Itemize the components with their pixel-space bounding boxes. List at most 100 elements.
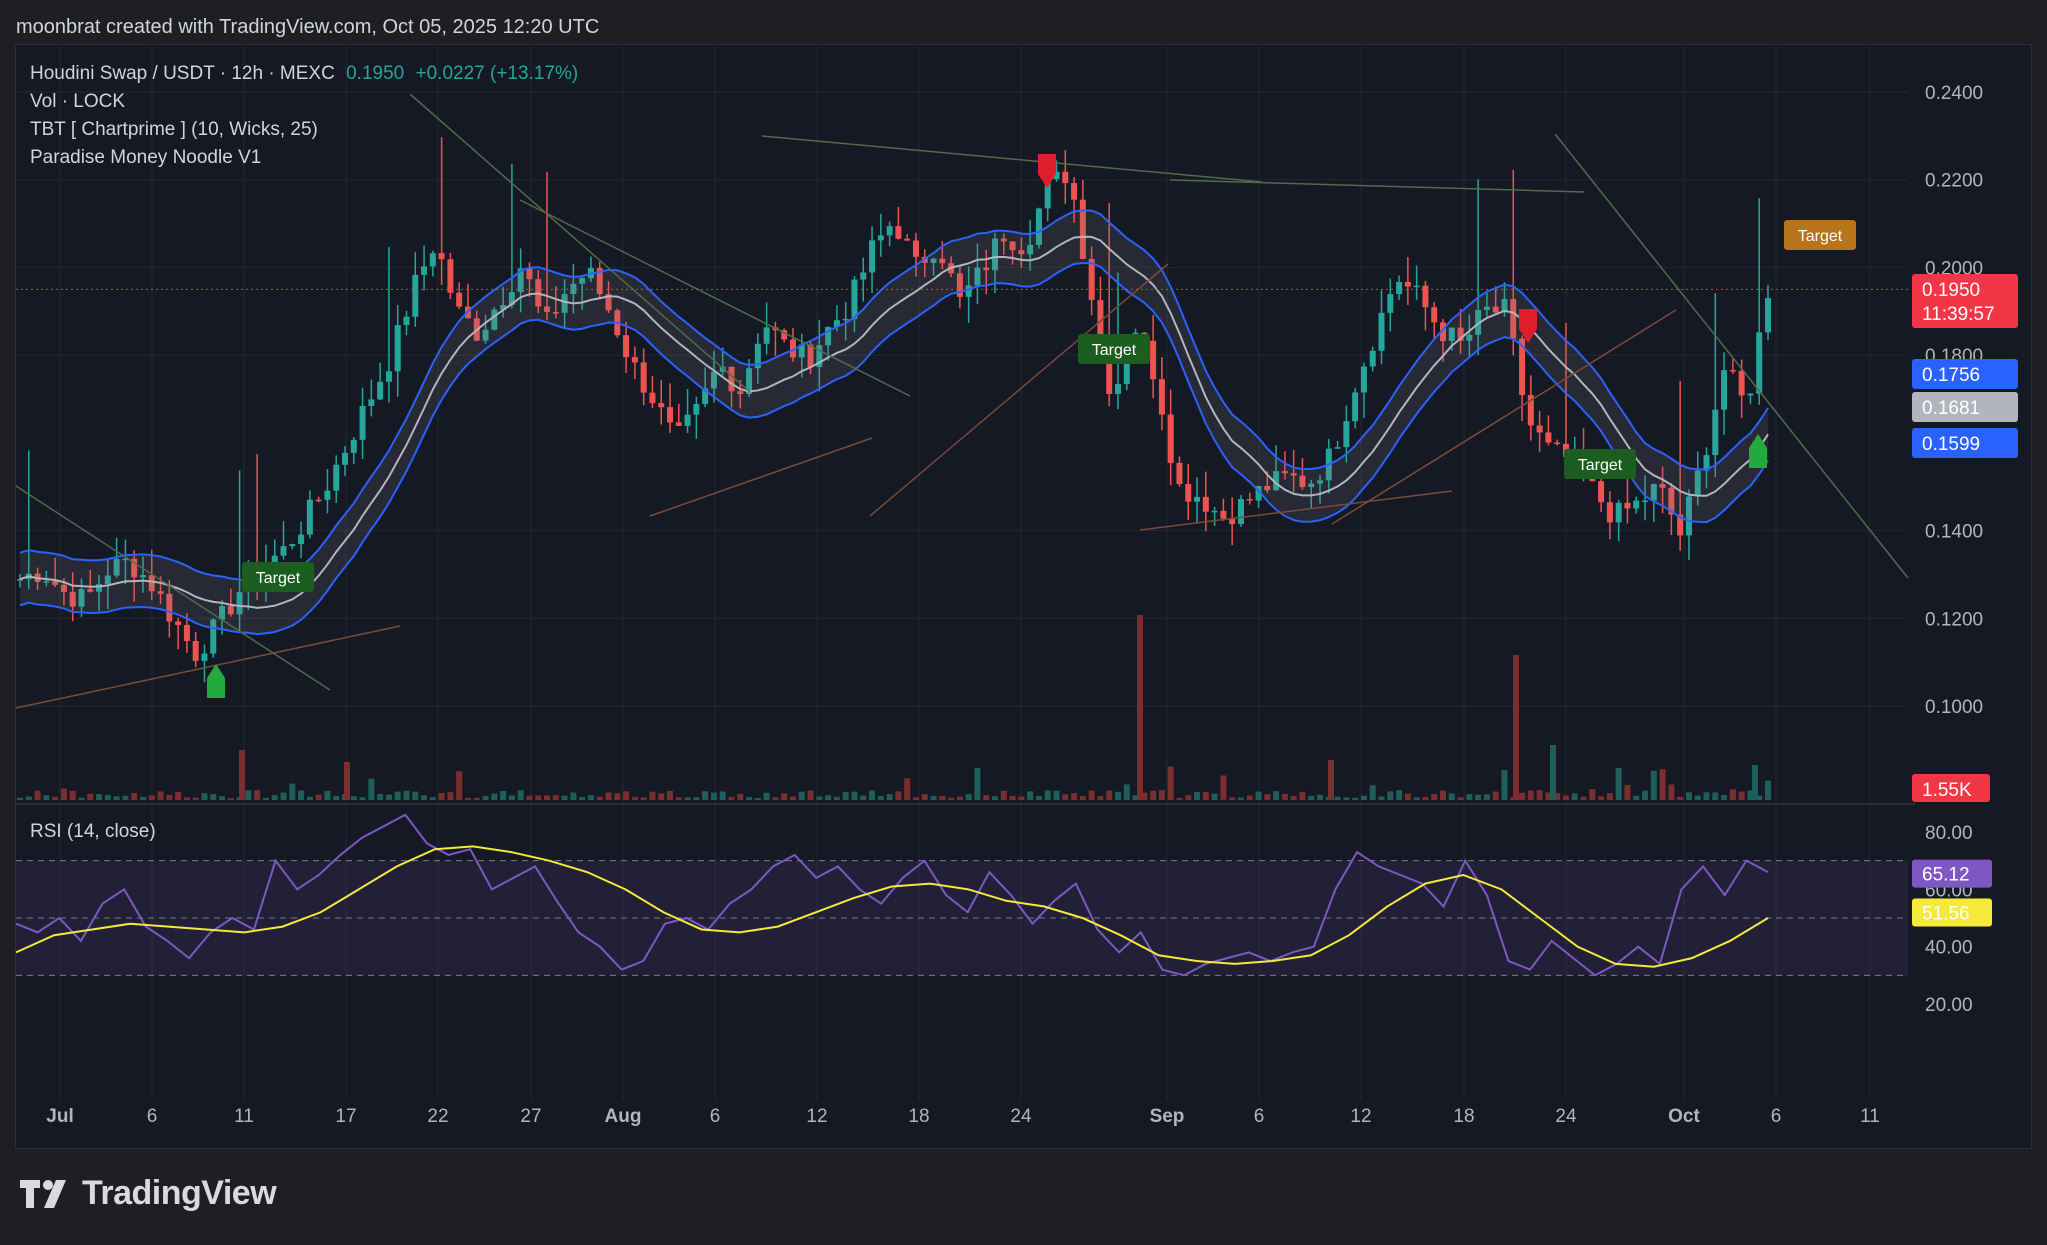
- volume-bar-34: [315, 794, 322, 800]
- volume-bar-143: [1273, 791, 1280, 800]
- candle-body-160: [1422, 285, 1429, 308]
- buy-arrow-icon-1: [1749, 434, 1767, 468]
- candle-body-199: [1765, 298, 1771, 333]
- candle-body-124: [1106, 338, 1113, 394]
- volume-bar-88: [789, 796, 796, 800]
- time-tick-label-12: 6: [1254, 1106, 1265, 1127]
- volume-bar-178: [1580, 796, 1587, 800]
- candle-body-79: [710, 371, 717, 389]
- price-badge-box: [1912, 298, 2018, 328]
- volume-bar-135: [1202, 792, 1209, 800]
- volume-bar-123: [1097, 796, 1104, 800]
- volume-bar-87: [781, 793, 788, 800]
- volume-bar-117: [1044, 790, 1051, 800]
- volume-bar-58: [526, 795, 533, 800]
- volume-bar-125: [1114, 791, 1121, 800]
- volume-bar-24: [227, 797, 234, 800]
- candle-body-152: [1352, 392, 1359, 422]
- legend-volume[interactable]: Vol · LOCK: [30, 91, 126, 112]
- volume-bar-161: [1431, 794, 1438, 800]
- candle-body-91: [816, 345, 823, 367]
- volume-bar-93: [833, 796, 840, 800]
- candle-body-181: [1606, 502, 1613, 523]
- volume-bar-69: [623, 791, 630, 800]
- volume-bar-76: [684, 797, 691, 800]
- volume-bar-65: [587, 795, 594, 800]
- volume-bar-99: [886, 794, 893, 800]
- time-tick-label-7: 6: [710, 1106, 721, 1127]
- candle-body-170: [1510, 298, 1517, 339]
- candle-body-75: [675, 422, 682, 426]
- chart-frame[interactable]: [15, 44, 2032, 1149]
- volume-bar-196: [1738, 791, 1745, 800]
- candle-body-69: [623, 335, 630, 358]
- volume-bar-180: [1598, 796, 1605, 800]
- volume-bar-77: [693, 797, 700, 800]
- candle-body-43: [394, 325, 401, 372]
- price-tick-label-0: 0.2400: [1925, 83, 1983, 104]
- volume-bar-64: [579, 797, 586, 800]
- candle-body-104: [930, 258, 937, 263]
- price-badge-text: 0.1950: [1922, 280, 1980, 301]
- candle-body-90: [807, 344, 814, 367]
- volume-bar-140: [1246, 795, 1253, 800]
- candle-body-159: [1413, 285, 1420, 288]
- candle-body-187: [1659, 484, 1666, 488]
- candle-body-25: [236, 592, 243, 615]
- candle-body-92: [825, 327, 832, 346]
- candle-body-138: [1229, 518, 1236, 525]
- volume-bar-103: [921, 794, 928, 800]
- volume-bar-124: [1106, 790, 1113, 800]
- volume-badge-text: 1.55K: [1922, 780, 1972, 801]
- candle-body-100: [895, 226, 902, 239]
- volume-bar-46: [421, 795, 428, 800]
- volume-bar-29: [271, 795, 278, 800]
- trend-line-10: [1554, 133, 1909, 579]
- candle-body-185: [1642, 500, 1649, 503]
- volume-bar-80: [719, 791, 726, 800]
- volume-bar-169: [1501, 770, 1508, 800]
- candle-body-13: [131, 558, 138, 578]
- rsi-legend[interactable]: RSI (14, close): [30, 821, 156, 842]
- trend-line-5: [761, 135, 1263, 183]
- legend-tbt-indicator[interactable]: TBT [ Chartprime ] (10, Wicks, 25): [30, 119, 318, 140]
- candle-body-146: [1299, 475, 1306, 488]
- legend-noodle-indicator[interactable]: Paradise Money Noodle V1: [30, 147, 262, 168]
- candle-body-44: [403, 316, 410, 326]
- candle-body-63: [570, 283, 577, 294]
- rsi-tick-label-2: 40.00: [1925, 938, 1973, 959]
- volume-bar-73: [658, 793, 665, 800]
- buy-arrow-icon-0: [207, 664, 225, 698]
- candle-body-45: [412, 274, 419, 317]
- candle-body-78: [702, 388, 709, 405]
- target-label-text: Target: [1092, 342, 1137, 359]
- volume-bar-168: [1492, 791, 1499, 800]
- volume-bar-188: [1668, 784, 1675, 800]
- volume-bar-66: [596, 796, 603, 800]
- rsi-badge-text: 65.12: [1922, 865, 1970, 886]
- trend-line-4: [1331, 309, 1677, 525]
- volume-bar-153: [1360, 795, 1367, 800]
- price-badge-4: 0.1599: [1912, 428, 2018, 458]
- volume-bar-57: [517, 790, 524, 800]
- candle-body-9: [96, 584, 103, 592]
- time-tick-label-18: 11: [1860, 1106, 1880, 1127]
- candle-body-49: [447, 259, 454, 293]
- volume-bar-130: [1158, 790, 1165, 800]
- volume-bar-167: [1483, 794, 1490, 800]
- candle-body-151: [1343, 421, 1350, 448]
- price-tick-label-5: 0.1200: [1925, 609, 1983, 630]
- volume-bar-148: [1317, 794, 1324, 800]
- candle-body-142: [1264, 485, 1271, 491]
- candle-body-180: [1598, 481, 1605, 503]
- candle-body-156: [1387, 294, 1394, 313]
- candle-body-155: [1378, 312, 1385, 351]
- volume-bar-95: [851, 791, 858, 800]
- volume-bar-181: [1606, 793, 1613, 800]
- volume-bar-146: [1299, 791, 1306, 800]
- legend-symbol-row[interactable]: Houdini Swap / USDT · 12h · MEXC 0.1950 …: [30, 60, 578, 88]
- target-label-box: [242, 562, 314, 592]
- candle-body-89: [798, 344, 805, 358]
